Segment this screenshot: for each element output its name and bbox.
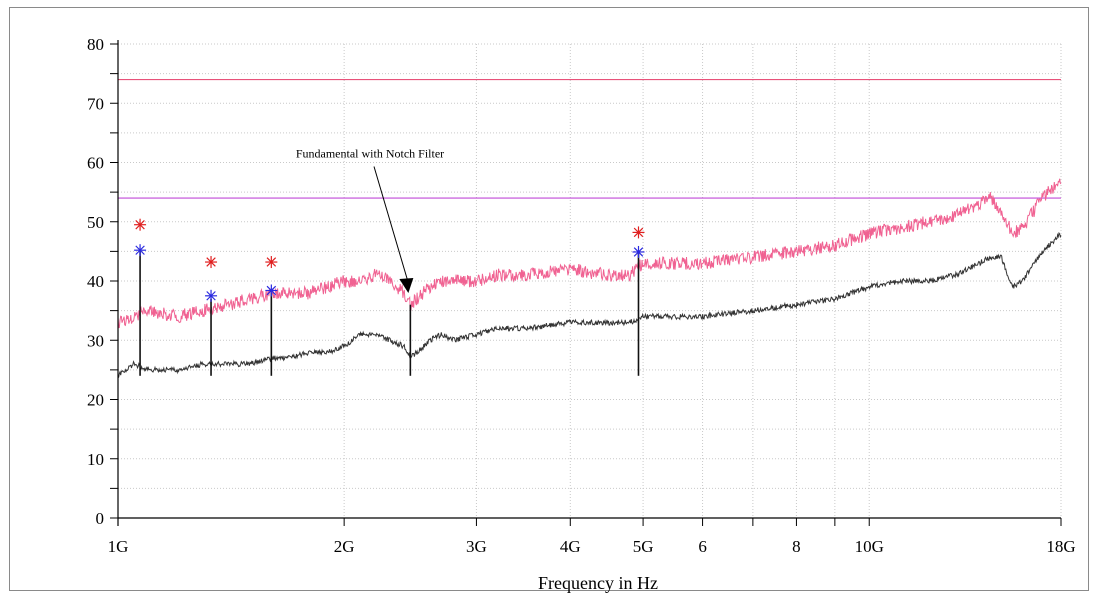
- x-tick-label: 8: [792, 537, 801, 556]
- x-tick-label: 1G: [108, 537, 129, 556]
- y-tick-label: 20: [87, 391, 104, 410]
- series-group: [117, 178, 1062, 379]
- annotations: Fundamental with Notch Filter: [296, 147, 444, 293]
- marker-stroke: [206, 291, 216, 301]
- marker-stroke: [206, 257, 216, 267]
- y-tick-label: 30: [87, 331, 104, 350]
- x-tick-label: 4G: [560, 537, 581, 556]
- series-line: [117, 231, 1062, 379]
- y-tick-label: 40: [87, 272, 104, 291]
- x-tick-label: 18G: [1046, 537, 1075, 556]
- x-tick-label: 5G: [633, 537, 654, 556]
- peak-marker: [134, 244, 147, 257]
- marker-stroke: [135, 245, 145, 255]
- y-tick-label: 10: [87, 450, 104, 469]
- peak-marker: [265, 256, 278, 269]
- x-tick-label: 2G: [334, 537, 355, 556]
- x-tick-labels: 1G 2G 3G 4G 5G 6 8 10G 18G: [108, 537, 1076, 556]
- marker-stroke: [135, 219, 145, 230]
- x-axis-title: Frequency in Hz: [538, 573, 658, 593]
- spike-group: [139, 251, 640, 376]
- x-tick-label: 10G: [855, 537, 884, 556]
- x-tick-label: 6: [698, 537, 707, 556]
- marker-group: [134, 218, 645, 302]
- x-tick-label: 3G: [466, 537, 487, 556]
- marker-stroke: [633, 247, 644, 257]
- y-tick-label: 80: [87, 35, 104, 54]
- y-tick-label: 70: [87, 94, 104, 113]
- series-line: [117, 178, 1062, 329]
- peak-marker: [265, 284, 278, 297]
- annotation-label: Fundamental with Notch Filter: [296, 147, 444, 161]
- peak-marker: [205, 289, 218, 302]
- annotation-arrow-shaft: [373, 166, 409, 284]
- marker-stroke: [266, 257, 277, 267]
- chart-frame: [9, 7, 1089, 591]
- y-tick-label: 0: [96, 509, 105, 528]
- peak-marker: [134, 218, 147, 231]
- annotation-arrowhead: [399, 278, 414, 293]
- y-tick-label: 60: [87, 154, 104, 173]
- peak-marker: [632, 245, 645, 258]
- peak-marker: [205, 256, 218, 269]
- y-tick-labels: 0 10 20 30 40 50 60 70 80: [87, 35, 104, 528]
- peak-marker: [632, 226, 645, 239]
- limit-lines: [118, 78, 1061, 199]
- axes: [110, 40, 1062, 526]
- y-tick-label: 50: [87, 213, 104, 232]
- marker-stroke: [633, 227, 644, 238]
- marker-stroke: [266, 285, 277, 296]
